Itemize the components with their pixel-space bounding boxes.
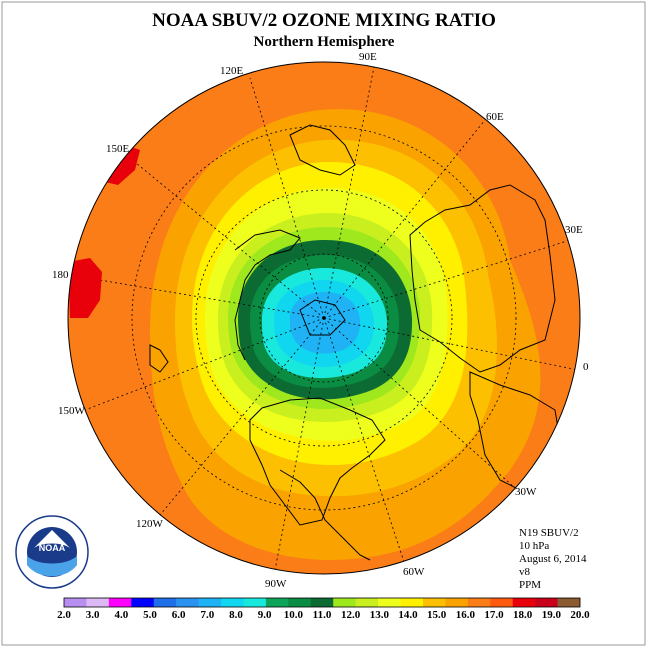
colorbar-swatch xyxy=(243,598,267,607)
latitude-circle-70 xyxy=(259,253,389,383)
lon-label-60e: 60E xyxy=(486,111,504,123)
page-subtitle: Northern Hemisphere xyxy=(254,34,395,50)
colorbar-border xyxy=(63,597,581,608)
colorbar-tick-label: 16.0 xyxy=(456,609,476,621)
colorbar-swatch xyxy=(310,598,334,607)
lon-label-30e: 30E xyxy=(565,224,583,236)
colorbar-swatch xyxy=(467,598,491,607)
info-version: v8 xyxy=(519,566,531,578)
info-date: August 6, 2014 xyxy=(519,553,587,565)
colorbar-swatch xyxy=(265,598,289,607)
lon-label-120e: 120E xyxy=(220,65,244,77)
colorbar-tick-label: 6.0 xyxy=(172,609,186,621)
polar-map xyxy=(68,62,580,574)
colorbar-swatch xyxy=(535,598,558,607)
colorbar-swatch xyxy=(422,598,446,607)
colorbar-swatch xyxy=(198,598,222,607)
colorbar-tick-label: 19.0 xyxy=(542,609,562,621)
latitude-circle-50 xyxy=(195,189,453,447)
page-title: NOAA SBUV/2 OZONE MIXING RATIO xyxy=(152,10,496,31)
colorbar-tick-label: 11.0 xyxy=(313,609,332,621)
lon-label-0: 0 xyxy=(583,361,589,373)
colorbar-swatch xyxy=(445,598,469,607)
logo-wave xyxy=(27,556,77,577)
lon-label-120w: 120W xyxy=(136,518,164,530)
info-satellite: N19 SBUV/2 xyxy=(519,527,579,539)
colorbar-tick-label: 3.0 xyxy=(86,609,100,621)
colorbar-tick-label: 17.0 xyxy=(484,609,504,621)
colorbar-swatch xyxy=(355,598,379,607)
meridian-lines xyxy=(69,62,579,571)
lon-label-150w: 150W xyxy=(58,405,86,417)
colorbar-swatch xyxy=(176,598,199,607)
colorbar-swatch xyxy=(108,598,132,607)
colorbar-tick-label: 14.0 xyxy=(398,609,418,621)
colorbar-tick-label: 9.0 xyxy=(258,609,272,621)
logo-bird xyxy=(34,530,70,548)
info-level: 10 hPa xyxy=(519,540,549,552)
colorbar-tick-label: 20.0 xyxy=(570,609,590,621)
colorbar-swatch xyxy=(490,598,513,607)
colorbar-swatch xyxy=(378,598,401,607)
lon-label-30w: 30W xyxy=(515,486,537,498)
colorbar-tick-label: 13.0 xyxy=(370,609,390,621)
lon-label-180: 180 xyxy=(52,269,69,281)
colorbar-tick-label: 10.0 xyxy=(284,609,304,621)
colorbar-tick-label: 15.0 xyxy=(427,609,447,621)
lon-label-90w: 90W xyxy=(265,578,287,590)
lon-label-150e: 150E xyxy=(106,143,130,155)
colorbar-swatch xyxy=(512,598,536,607)
colorbar-tick-label: 5.0 xyxy=(143,609,157,621)
red-patch-180 xyxy=(68,258,102,318)
noaa-logo: NOAA xyxy=(15,515,89,589)
colorbar-swatch xyxy=(288,598,312,607)
info-units: PPM xyxy=(519,579,541,591)
colorbar-swatch xyxy=(131,598,155,607)
latitude-circle-30 xyxy=(131,125,517,511)
lon-label-90e: 90E xyxy=(359,51,377,63)
lon-label-60w: 60W xyxy=(403,566,425,578)
colorbar-swatch xyxy=(64,598,87,607)
colorbar-tick-label: 12.0 xyxy=(341,609,361,621)
colorbar-swatch xyxy=(333,598,356,607)
colorbar-swatch xyxy=(221,598,244,607)
colorbar-swatch xyxy=(153,598,177,607)
colorbar-swatch xyxy=(400,598,424,607)
band-7-8 xyxy=(290,292,360,354)
logo-text: NOAA xyxy=(39,543,66,553)
colorbar-swatch xyxy=(86,598,110,607)
colorbar-tick-label: 4.0 xyxy=(114,609,128,621)
colorbar: 2.0 3.0 4.0 5.0 6.0 7.0 8.0 9.0 10.0 11.0 12.0 13.0… xyxy=(57,597,590,621)
colorbar-tick-label: 2.0 xyxy=(57,609,71,621)
colorbar-tick-label: 8.0 xyxy=(229,609,243,621)
colorbar-tick-label: 18.0 xyxy=(513,609,533,621)
colorbar-swatch xyxy=(557,598,581,607)
colorbar-tick-label: 7.0 xyxy=(200,609,214,621)
map-boundary xyxy=(67,61,581,575)
info-block: N19 SBUV/2 10 hPa August 6, 2014 v8 PPM xyxy=(519,527,587,591)
